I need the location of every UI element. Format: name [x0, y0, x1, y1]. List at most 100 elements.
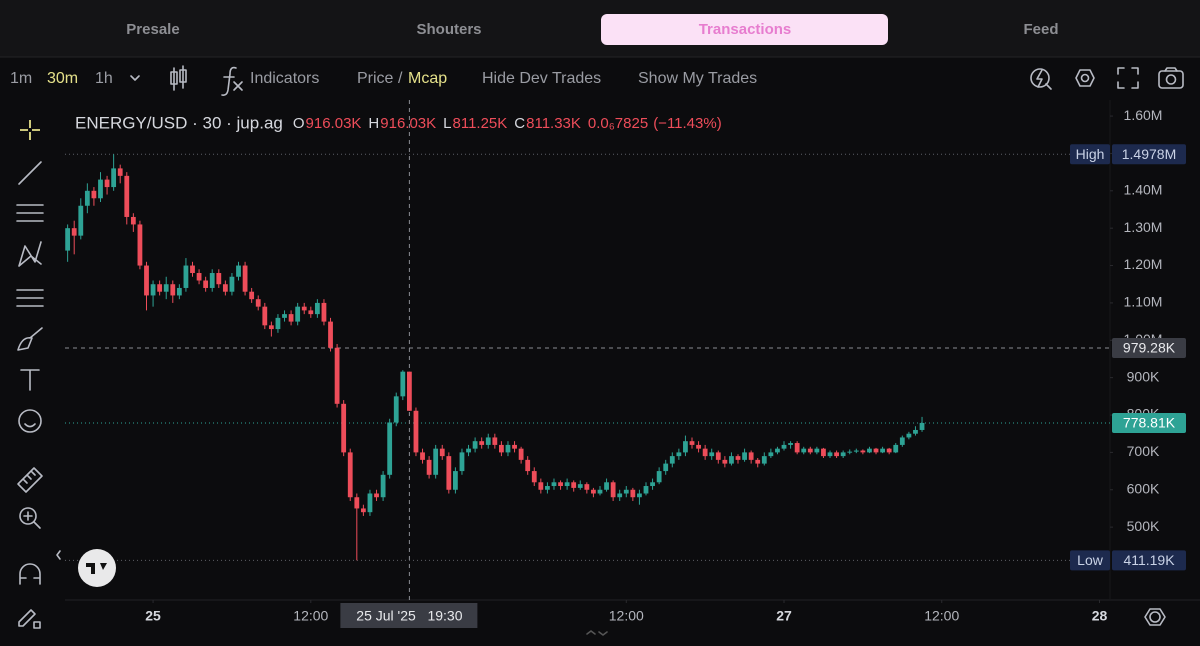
candle-body — [479, 441, 485, 445]
indicators-icon[interactable] — [221, 66, 243, 96]
show-my-trades-button[interactable]: Show My Trades — [638, 70, 757, 87]
candle-body — [591, 489, 596, 494]
candle-body — [735, 456, 741, 460]
tab[interactable]: Feed — [1023, 21, 1058, 38]
candle-body — [78, 205, 84, 236]
tab[interactable]: Transactions — [699, 21, 792, 38]
brush-tool[interactable] — [17, 327, 43, 351]
measure-tool[interactable] — [17, 467, 43, 493]
pattern-tool[interactable] — [18, 241, 42, 267]
indicators-button[interactable]: Indicators — [250, 70, 319, 87]
crosshair-price-tag — [1112, 338, 1186, 359]
ohlc-legend: O 916.03K H 916.03K L 811.25K C 811.33K 0.0₆7825… — [293, 115, 722, 132]
icon-part — [1164, 67, 1178, 72]
interval-dropdown[interactable] — [130, 75, 140, 81]
low-tag-name: Low — [1077, 552, 1104, 568]
low-tag — [1112, 550, 1186, 571]
candle-body — [775, 448, 780, 453]
candle-body — [406, 371, 412, 411]
hide-dev-trades-button[interactable]: Hide Dev Trades — [482, 70, 601, 87]
candle-body — [827, 452, 833, 457]
candle-body — [341, 403, 347, 453]
y-tick-label: 700K — [1127, 443, 1160, 459]
icon-part — [24, 423, 36, 428]
high-tag — [1112, 144, 1186, 165]
candle-body — [913, 429, 918, 434]
x-tick-label: 12:00 — [609, 608, 644, 624]
candle-body — [295, 306, 301, 322]
x-tick-label: 28 — [1092, 608, 1108, 624]
trend-line-tool[interactable] — [18, 161, 42, 185]
interval-button[interactable]: 30m — [47, 70, 78, 87]
axis-settings-button[interactable] — [1144, 608, 1166, 626]
emoji-tool[interactable] — [18, 409, 42, 433]
candle-body — [558, 482, 563, 487]
candle-body — [584, 484, 590, 490]
candle-body — [886, 448, 892, 453]
low-tag-label: 411.19K — [1123, 552, 1175, 568]
candle-body — [163, 284, 169, 292]
drawing-toolbar — [16, 120, 61, 629]
candle-body — [111, 168, 117, 188]
candle-body — [209, 273, 215, 288]
candle-body — [216, 273, 222, 285]
collapse-button[interactable] — [56, 550, 61, 560]
candle-body — [663, 463, 669, 472]
price-toggle[interactable]: Price — [357, 70, 394, 87]
active-tab-pill — [601, 14, 888, 45]
candle-body — [157, 284, 163, 292]
zoom-tool[interactable] — [19, 507, 41, 529]
toolbar: 1m 30m 1h Indicators Price / Mcap Hide D… — [10, 65, 1184, 96]
interval-button[interactable]: 1m — [10, 70, 32, 87]
settings-button[interactable] — [1075, 69, 1095, 87]
candle-body — [288, 314, 294, 322]
prediction-tool[interactable] — [16, 289, 44, 307]
candle-body — [512, 444, 517, 449]
crosshair-tool[interactable] — [20, 120, 40, 140]
text-tool[interactable] — [20, 369, 40, 391]
interval-button[interactable]: 1h — [95, 70, 113, 87]
candle-body — [321, 302, 327, 322]
tradingview-logo[interactable] — [78, 549, 116, 587]
x-tick-label: 12:00 — [924, 608, 959, 624]
screenshot-button[interactable] — [1158, 67, 1184, 89]
candle-body — [597, 489, 603, 494]
candle-body — [656, 471, 662, 483]
candle-body — [814, 448, 820, 453]
candle-body — [124, 175, 130, 217]
candle-body — [729, 456, 734, 464]
candle-body — [472, 441, 478, 449]
icon-part — [1030, 68, 1050, 88]
candle-body — [676, 452, 682, 457]
candle-body — [630, 489, 636, 498]
candle-body — [354, 497, 360, 509]
x-tick-label: 27 — [776, 608, 792, 624]
mcap-toggle[interactable]: Mcap — [408, 70, 447, 87]
y-tick-label: 1.40M — [1124, 182, 1163, 198]
icon-part — [1149, 611, 1161, 623]
tab[interactable]: Shouters — [416, 21, 481, 38]
tab[interactable]: Presale — [126, 21, 179, 38]
y-tick-label: 500K — [1127, 518, 1160, 534]
candle-body — [807, 448, 813, 453]
resize-handle[interactable] — [586, 630, 608, 636]
fullscreen-button[interactable] — [1117, 67, 1139, 89]
replay-button[interactable] — [1030, 68, 1052, 90]
candle-body — [761, 456, 767, 464]
high-tag-label: 1.4978M — [1122, 146, 1176, 162]
chart-type-button[interactable] — [170, 65, 187, 91]
fib-tool[interactable] — [16, 204, 44, 222]
x-tick-label: 12:00 — [293, 608, 328, 624]
candle-body — [301, 306, 307, 311]
candle-body — [499, 444, 504, 453]
candle-body — [176, 287, 182, 296]
candle-body — [466, 448, 471, 453]
candle-body — [899, 437, 905, 445]
magnet-tool[interactable] — [19, 563, 41, 585]
candle-body — [577, 484, 583, 488]
candle-body — [222, 284, 228, 292]
candle-body — [65, 228, 71, 251]
icon-part — [1158, 70, 1184, 89]
lock-tool[interactable] — [18, 609, 41, 629]
